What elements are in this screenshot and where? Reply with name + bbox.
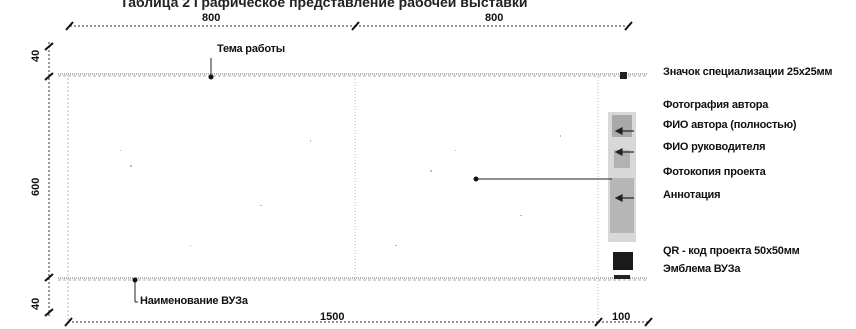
- project-photo-dot: [473, 176, 479, 182]
- dimension-ticks: [44, 21, 653, 327]
- topic-dot: [208, 74, 214, 80]
- label-university-name: Наименование ВУЗа: [140, 295, 248, 307]
- label-topic: Тема работы: [217, 43, 285, 55]
- spec-badge-mark: [620, 72, 627, 79]
- label-spec-badge: Значок специализации 25х25мм: [663, 66, 833, 78]
- poster-frame: [58, 73, 648, 322]
- page-title: Таблица 2 Графическое представление рабо…: [120, 0, 528, 10]
- dimension-lines: [48, 25, 648, 323]
- label-author-photo: Фотография автора: [663, 99, 769, 111]
- label-supervisor-name: ФИО руководителя: [663, 141, 766, 153]
- emblem-mark: [614, 275, 630, 279]
- university-dot: [132, 277, 138, 283]
- dim-bottom-main: 1500: [320, 311, 345, 323]
- label-annotation: Аннотация: [663, 189, 721, 201]
- university-leader: [134, 281, 138, 303]
- dim-left-top: 40: [30, 49, 42, 62]
- speckle-texture: [120, 135, 561, 246]
- dim-left-bottom: 40: [30, 297, 42, 310]
- dim-left-middle: 600: [30, 177, 42, 196]
- label-university-emblem: Эмблема ВУЗа: [663, 263, 741, 275]
- label-project-photo: Фотокопия проекта: [663, 166, 766, 178]
- dim-bottom-side: 100: [612, 311, 631, 323]
- label-author-name: ФИО автора (полностью): [663, 119, 797, 131]
- dim-top-left: 800: [202, 12, 221, 24]
- strip-arrows: [614, 127, 634, 202]
- dim-top-right: 800: [485, 12, 504, 24]
- label-qr-code: QR - код проекта 50х50мм: [663, 245, 800, 257]
- qr-code-mark: [613, 252, 633, 270]
